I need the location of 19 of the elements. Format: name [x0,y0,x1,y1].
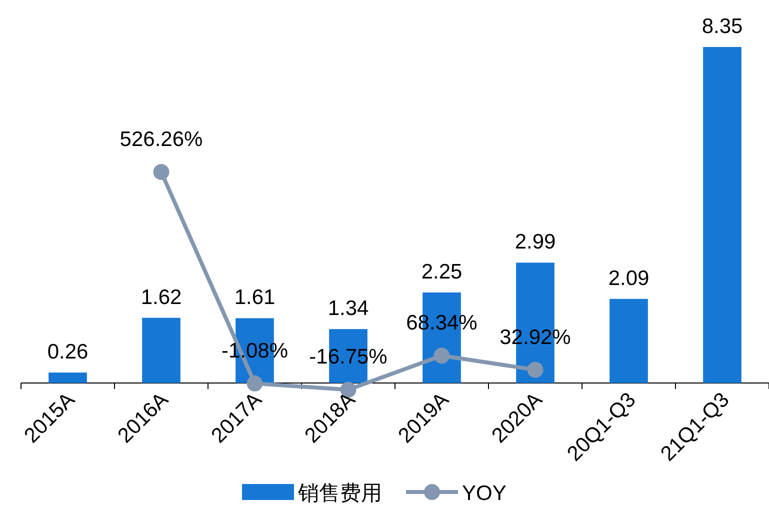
data-label: 1.62 [140,286,182,309]
data-label: 2.99 [514,230,556,254]
data-label: 2.25 [421,260,462,284]
legend-label: YOY [462,482,506,505]
bar [48,372,87,383]
data-label: 526.26% [120,128,203,151]
legend-label: 销售费用 [297,482,382,505]
data-label: 2.09 [608,266,650,290]
point [153,164,170,180]
bar [610,298,648,383]
data-label: 1.34 [328,297,370,320]
bar [142,318,180,383]
point [434,348,450,364]
data-label: 1.61 [234,286,276,310]
data-label: 8.35 [702,15,743,38]
point [527,362,544,378]
point [246,375,263,392]
data-label: 0.26 [47,340,88,364]
bar [703,47,742,383]
